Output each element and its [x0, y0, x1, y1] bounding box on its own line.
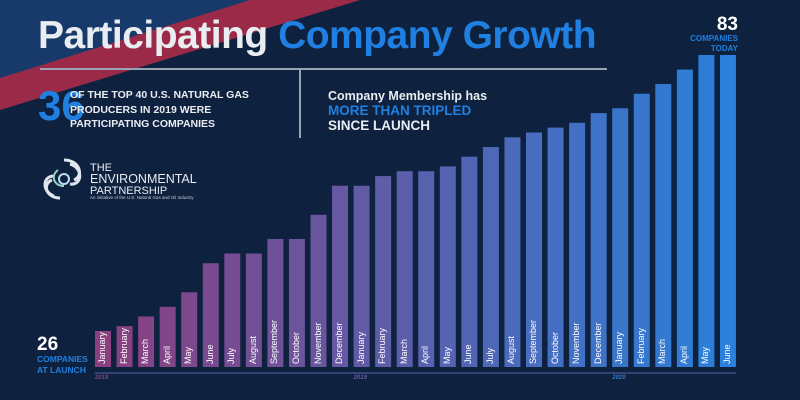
bar	[590, 113, 607, 368]
bar	[224, 253, 241, 367]
vertical-divider	[299, 70, 301, 138]
month-label: June	[204, 344, 215, 364]
month-label: March	[140, 338, 151, 364]
launch-value: 26	[37, 334, 59, 355]
stat-number: 36	[38, 82, 85, 129]
membership-line-1: Company Membership has	[328, 89, 488, 103]
bar	[719, 55, 736, 367]
logo-text-1: THE	[90, 162, 112, 174]
month-label: April	[420, 345, 431, 364]
logo-text-3: PARTNERSHIP	[90, 185, 168, 197]
month-label: February	[635, 327, 646, 364]
bar	[181, 292, 198, 367]
title-part-2: Company Growth	[278, 14, 597, 57]
bar	[116, 326, 133, 367]
bar	[353, 185, 370, 367]
stat-line-2: PRODUCERS IN 2019 WERE	[70, 104, 212, 116]
bar	[526, 132, 542, 367]
bar	[504, 137, 521, 367]
launch-label-1: COMPANIES	[37, 354, 88, 364]
month-label: April	[678, 345, 689, 364]
month-label: March	[398, 338, 409, 364]
month-label: June	[463, 344, 474, 364]
bar	[418, 171, 435, 367]
today-label: COMPANIES TODAY	[690, 34, 738, 54]
logo-tagline: An initiative of the U.S. Natural Gas an…	[90, 195, 194, 200]
month-label: May	[183, 346, 194, 364]
partnership-logo-icon	[43, 158, 82, 200]
page-title: Participating Company Growth	[38, 14, 597, 58]
bar	[138, 316, 155, 367]
month-label: September	[269, 319, 280, 364]
bar	[461, 156, 478, 367]
bar	[482, 147, 499, 367]
bar	[612, 108, 629, 368]
bar	[439, 166, 456, 367]
month-label: August	[247, 335, 258, 364]
bar	[288, 239, 305, 367]
month-label: July	[484, 347, 495, 364]
today-label-2: TODAY	[710, 44, 738, 53]
month-label: January	[355, 331, 366, 364]
logo-text-2: ENVIRONMENTAL	[90, 172, 197, 186]
month-label: April	[161, 345, 172, 364]
today-value: 83	[716, 14, 738, 35]
launch-label: COMPANIES AT LAUNCH	[37, 354, 88, 376]
bar	[95, 331, 111, 367]
month-label: January	[97, 331, 107, 364]
red-swoop	[0, 0, 360, 110]
horizontal-divider	[40, 68, 607, 70]
month-label: December	[334, 322, 345, 364]
bar	[569, 122, 586, 367]
month-label: November	[571, 322, 582, 364]
bar	[202, 263, 219, 367]
membership-line-2: MORE THAN TRIPLED	[328, 103, 472, 118]
month-label: July	[226, 347, 237, 364]
bar	[159, 306, 176, 367]
bar	[310, 214, 327, 367]
month-label: March	[657, 338, 668, 364]
bar	[547, 127, 564, 367]
bar	[267, 239, 284, 367]
bar	[332, 185, 349, 367]
month-label: May	[441, 346, 452, 364]
month-label: October	[549, 331, 560, 364]
bar	[676, 69, 693, 368]
bar	[375, 176, 392, 367]
title-part-1: Participating	[38, 14, 268, 57]
month-label: November	[312, 322, 323, 364]
month-label: September	[528, 319, 538, 364]
month-label: February	[377, 327, 388, 364]
bar	[633, 93, 650, 367]
bar	[655, 84, 672, 367]
month-label: August	[506, 335, 517, 364]
year-label: 2019	[353, 375, 367, 381]
month-label: May	[700, 346, 711, 364]
stat-line-3: PARTICIPATING COMPANIES	[70, 118, 216, 130]
membership-line-3: SINCE LAUNCH	[328, 118, 431, 133]
month-label: February	[118, 327, 129, 364]
launch-label-2: AT LAUNCH	[37, 365, 86, 375]
month-label: October	[290, 331, 301, 364]
bar	[698, 55, 715, 367]
bar	[245, 253, 262, 367]
year-label: 2018	[95, 375, 109, 381]
month-label: January	[614, 331, 625, 364]
today-label-1: COMPANIES	[690, 34, 738, 43]
bar	[396, 171, 413, 367]
stat-line-1: OF THE TOP 40 U.S. NATURAL GAS	[70, 89, 249, 101]
year-label: 2020	[612, 375, 626, 381]
month-label: December	[592, 322, 603, 364]
month-label: June	[721, 344, 732, 364]
